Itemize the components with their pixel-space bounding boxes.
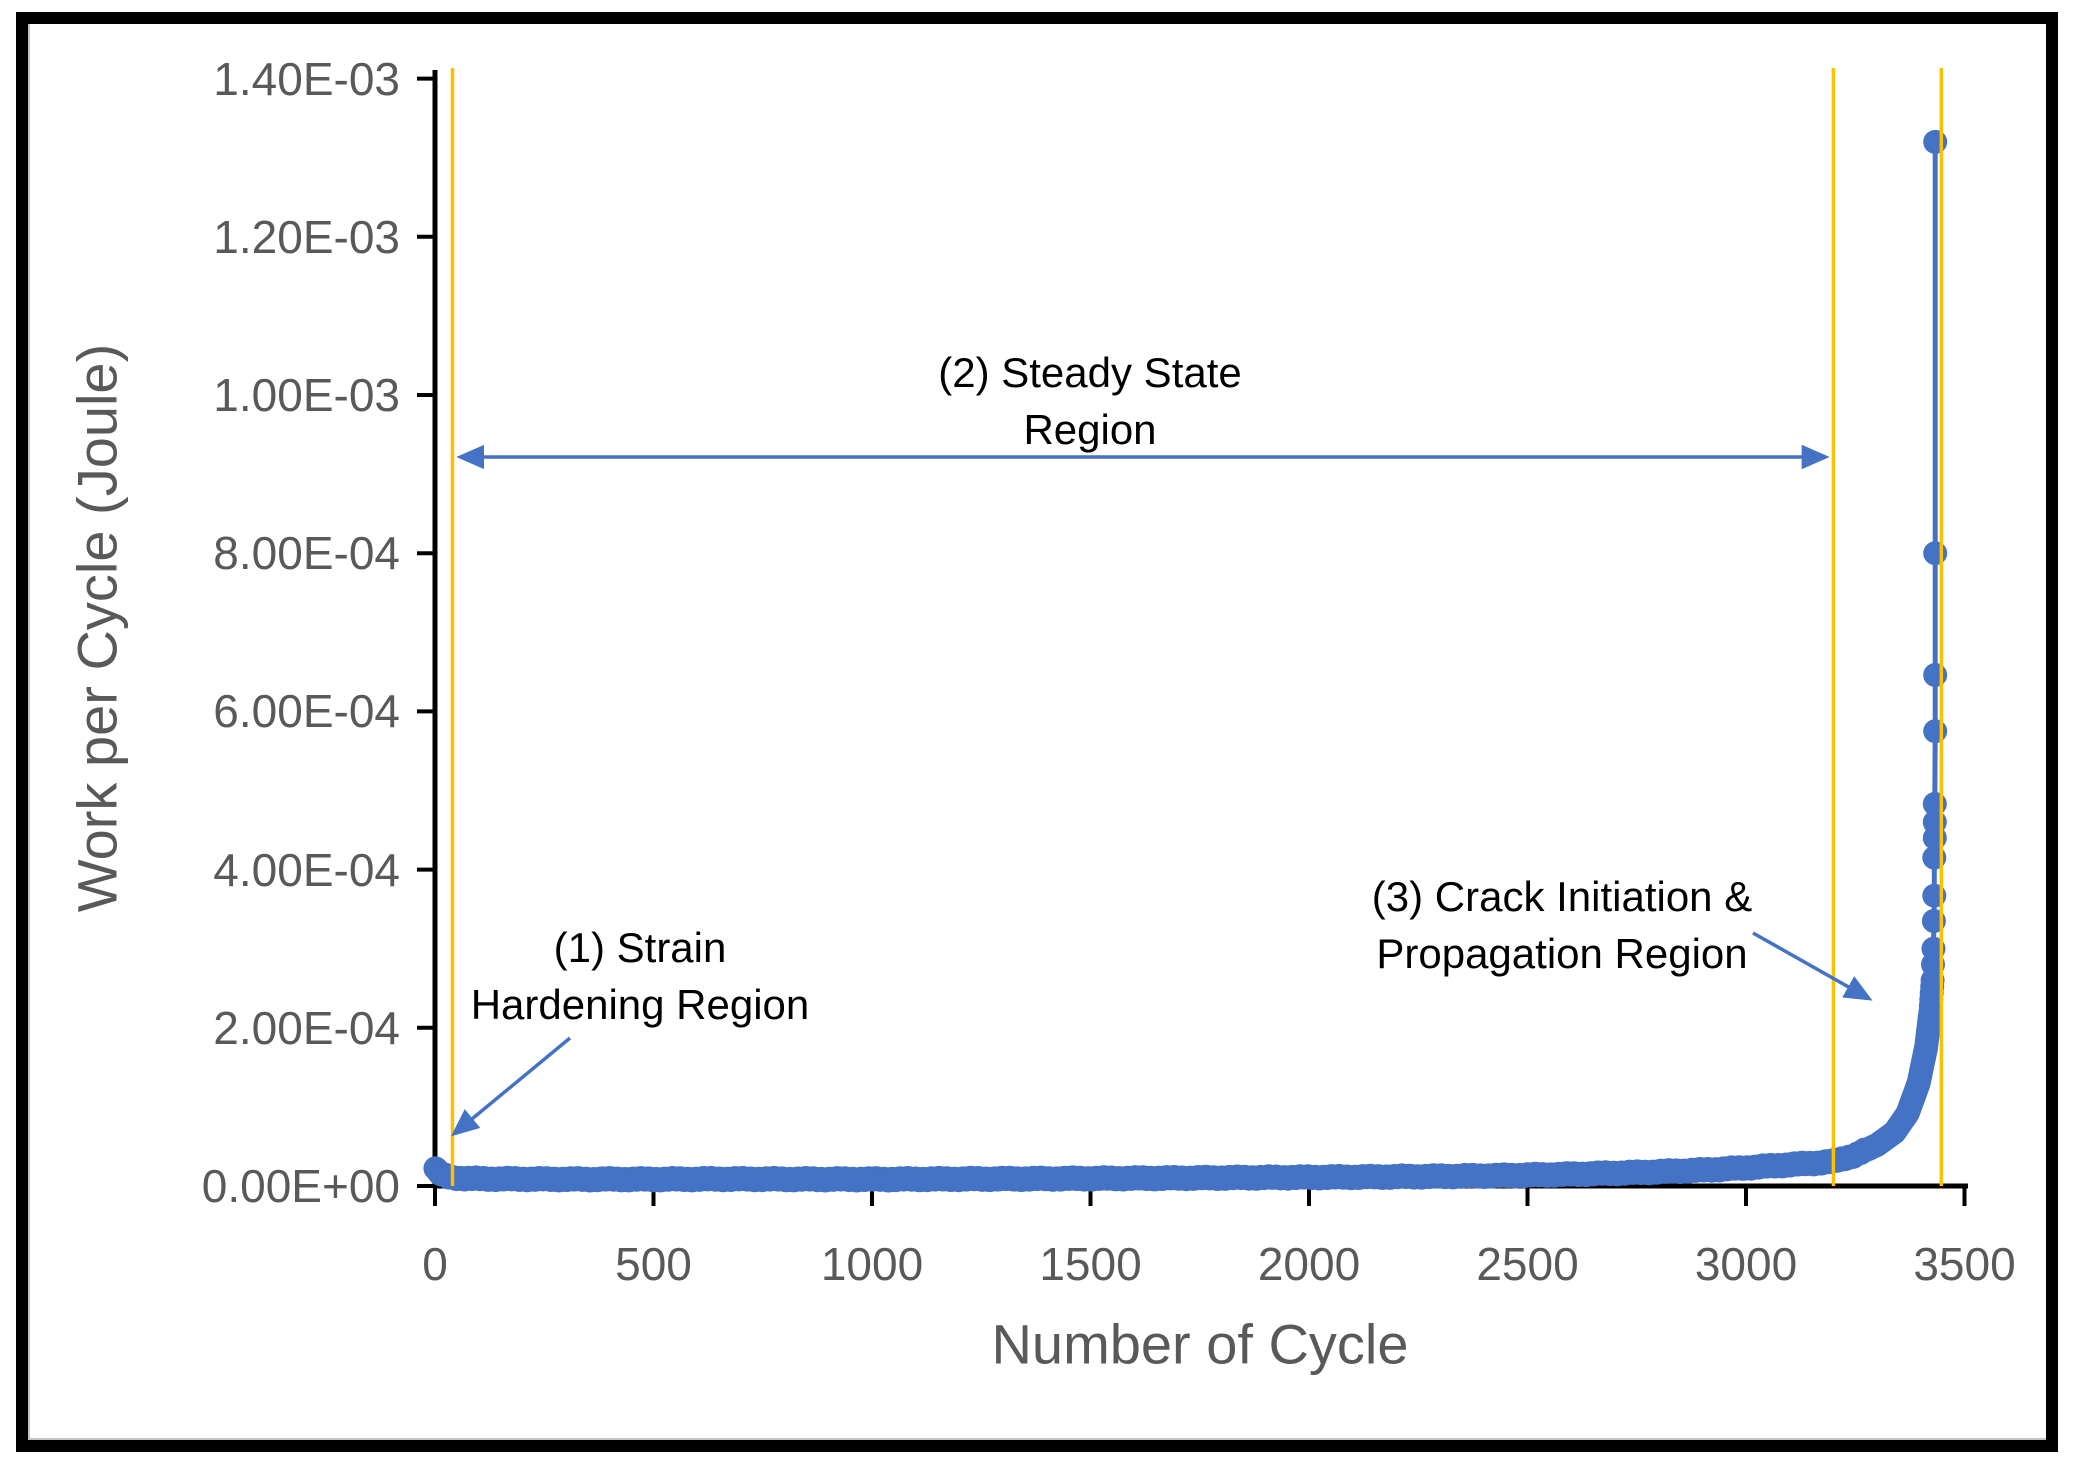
x-tick-label: 2000	[1257, 1238, 1361, 1290]
data-point	[1923, 719, 1948, 744]
annotation-steady-state-region: (2) Steady State Region	[938, 344, 1242, 458]
x-tick-label: 1000	[820, 1238, 924, 1290]
annotation-strain-hardening-region: (1) Strain Hardening Region	[471, 919, 810, 1033]
annotation-line: (1) Strain	[553, 924, 727, 971]
y-tick-label: 0.00E+00	[201, 1160, 400, 1212]
x-tick-label: 500	[615, 1238, 692, 1290]
y-tick-label: 1.20E-03	[213, 210, 400, 263]
x-tick-label: 3500	[1913, 1238, 2016, 1290]
annotation-line: (2) Steady State	[938, 349, 1242, 396]
crack-region-arrow	[1752, 931, 1873, 1001]
data-series	[423, 129, 1948, 1193]
data-point	[1921, 936, 1946, 961]
annotation-arrows	[450, 444, 1873, 1137]
y-tick-label: 4.00E-04	[213, 843, 400, 896]
x-tick-label: 3000	[1694, 1238, 1798, 1290]
data-point	[1923, 663, 1948, 687]
x-tick-label: 0	[422, 1238, 448, 1290]
x-tick-label: 1500	[1039, 1238, 1142, 1290]
data-point	[1922, 791, 1947, 816]
annotation-line: Hardening Region	[470, 981, 810, 1028]
y-tick-label: 8.00E-04	[213, 527, 400, 580]
strain-hardening-arrow	[450, 1036, 572, 1137]
x-axis-title: Number of Cycle	[991, 1312, 1409, 1376]
annotation-line: Region	[1023, 406, 1157, 453]
y-tick-label: 2.00E-04	[213, 1001, 400, 1054]
y-tick-label: 1.00E-03	[213, 369, 400, 421]
y-tick-label: 6.00E-04	[213, 685, 400, 738]
region-boundary-lines	[450, 68, 1944, 1186]
annotation-line: Propagation Region	[1376, 930, 1748, 977]
annotation-line: (3) Crack Initiation &	[1371, 873, 1753, 920]
figure-border	[16, 12, 2058, 1452]
data-point	[1923, 129, 1948, 154]
data-point	[1923, 541, 1948, 566]
y-tick-label: 1.40E-03	[213, 52, 400, 105]
x-tick-label: 2500	[1476, 1238, 1579, 1290]
y-axis-title: Work per Cycle (Joule)	[65, 343, 129, 913]
annotation-crack-initiation-region: (3) Crack Initiation & Propagation Regio…	[1372, 868, 1752, 982]
axes	[417, 70, 1968, 1206]
